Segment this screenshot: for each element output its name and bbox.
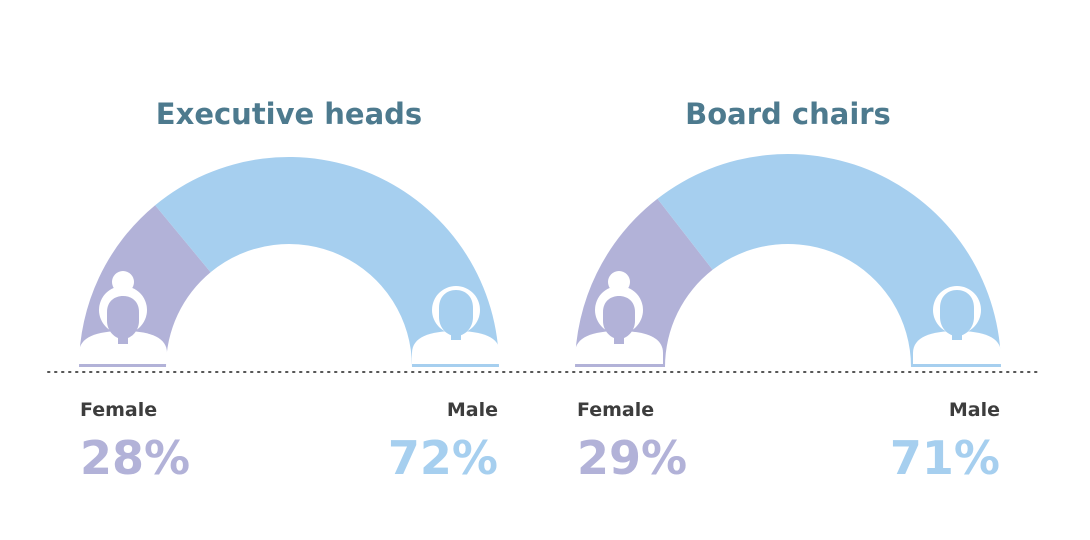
gauge-executive-heads: Executive heads Female Male 28% 72% — [78, 97, 500, 485]
gauge-title: Board chairs — [685, 97, 891, 131]
value-label-female: 29% — [577, 431, 687, 485]
gauge-title: Executive heads — [156, 97, 422, 131]
woman-icon — [575, 271, 663, 364]
category-label-female: Female — [80, 399, 157, 421]
category-label-female: Female — [577, 399, 654, 421]
category-label-male: Male — [447, 399, 498, 421]
man-icon — [412, 286, 500, 364]
value-label-female: 28% — [80, 431, 190, 485]
gauge-board-chairs: Board chairs Female Male 29% 71% — [575, 97, 1001, 485]
value-label-male: 71% — [890, 431, 1000, 485]
arc-male — [155, 156, 499, 367]
arc-male — [657, 154, 1001, 367]
category-label-male: Male — [949, 399, 1000, 421]
man-icon — [913, 286, 1001, 364]
value-label-male: 72% — [388, 431, 498, 485]
woman-icon — [79, 271, 167, 364]
